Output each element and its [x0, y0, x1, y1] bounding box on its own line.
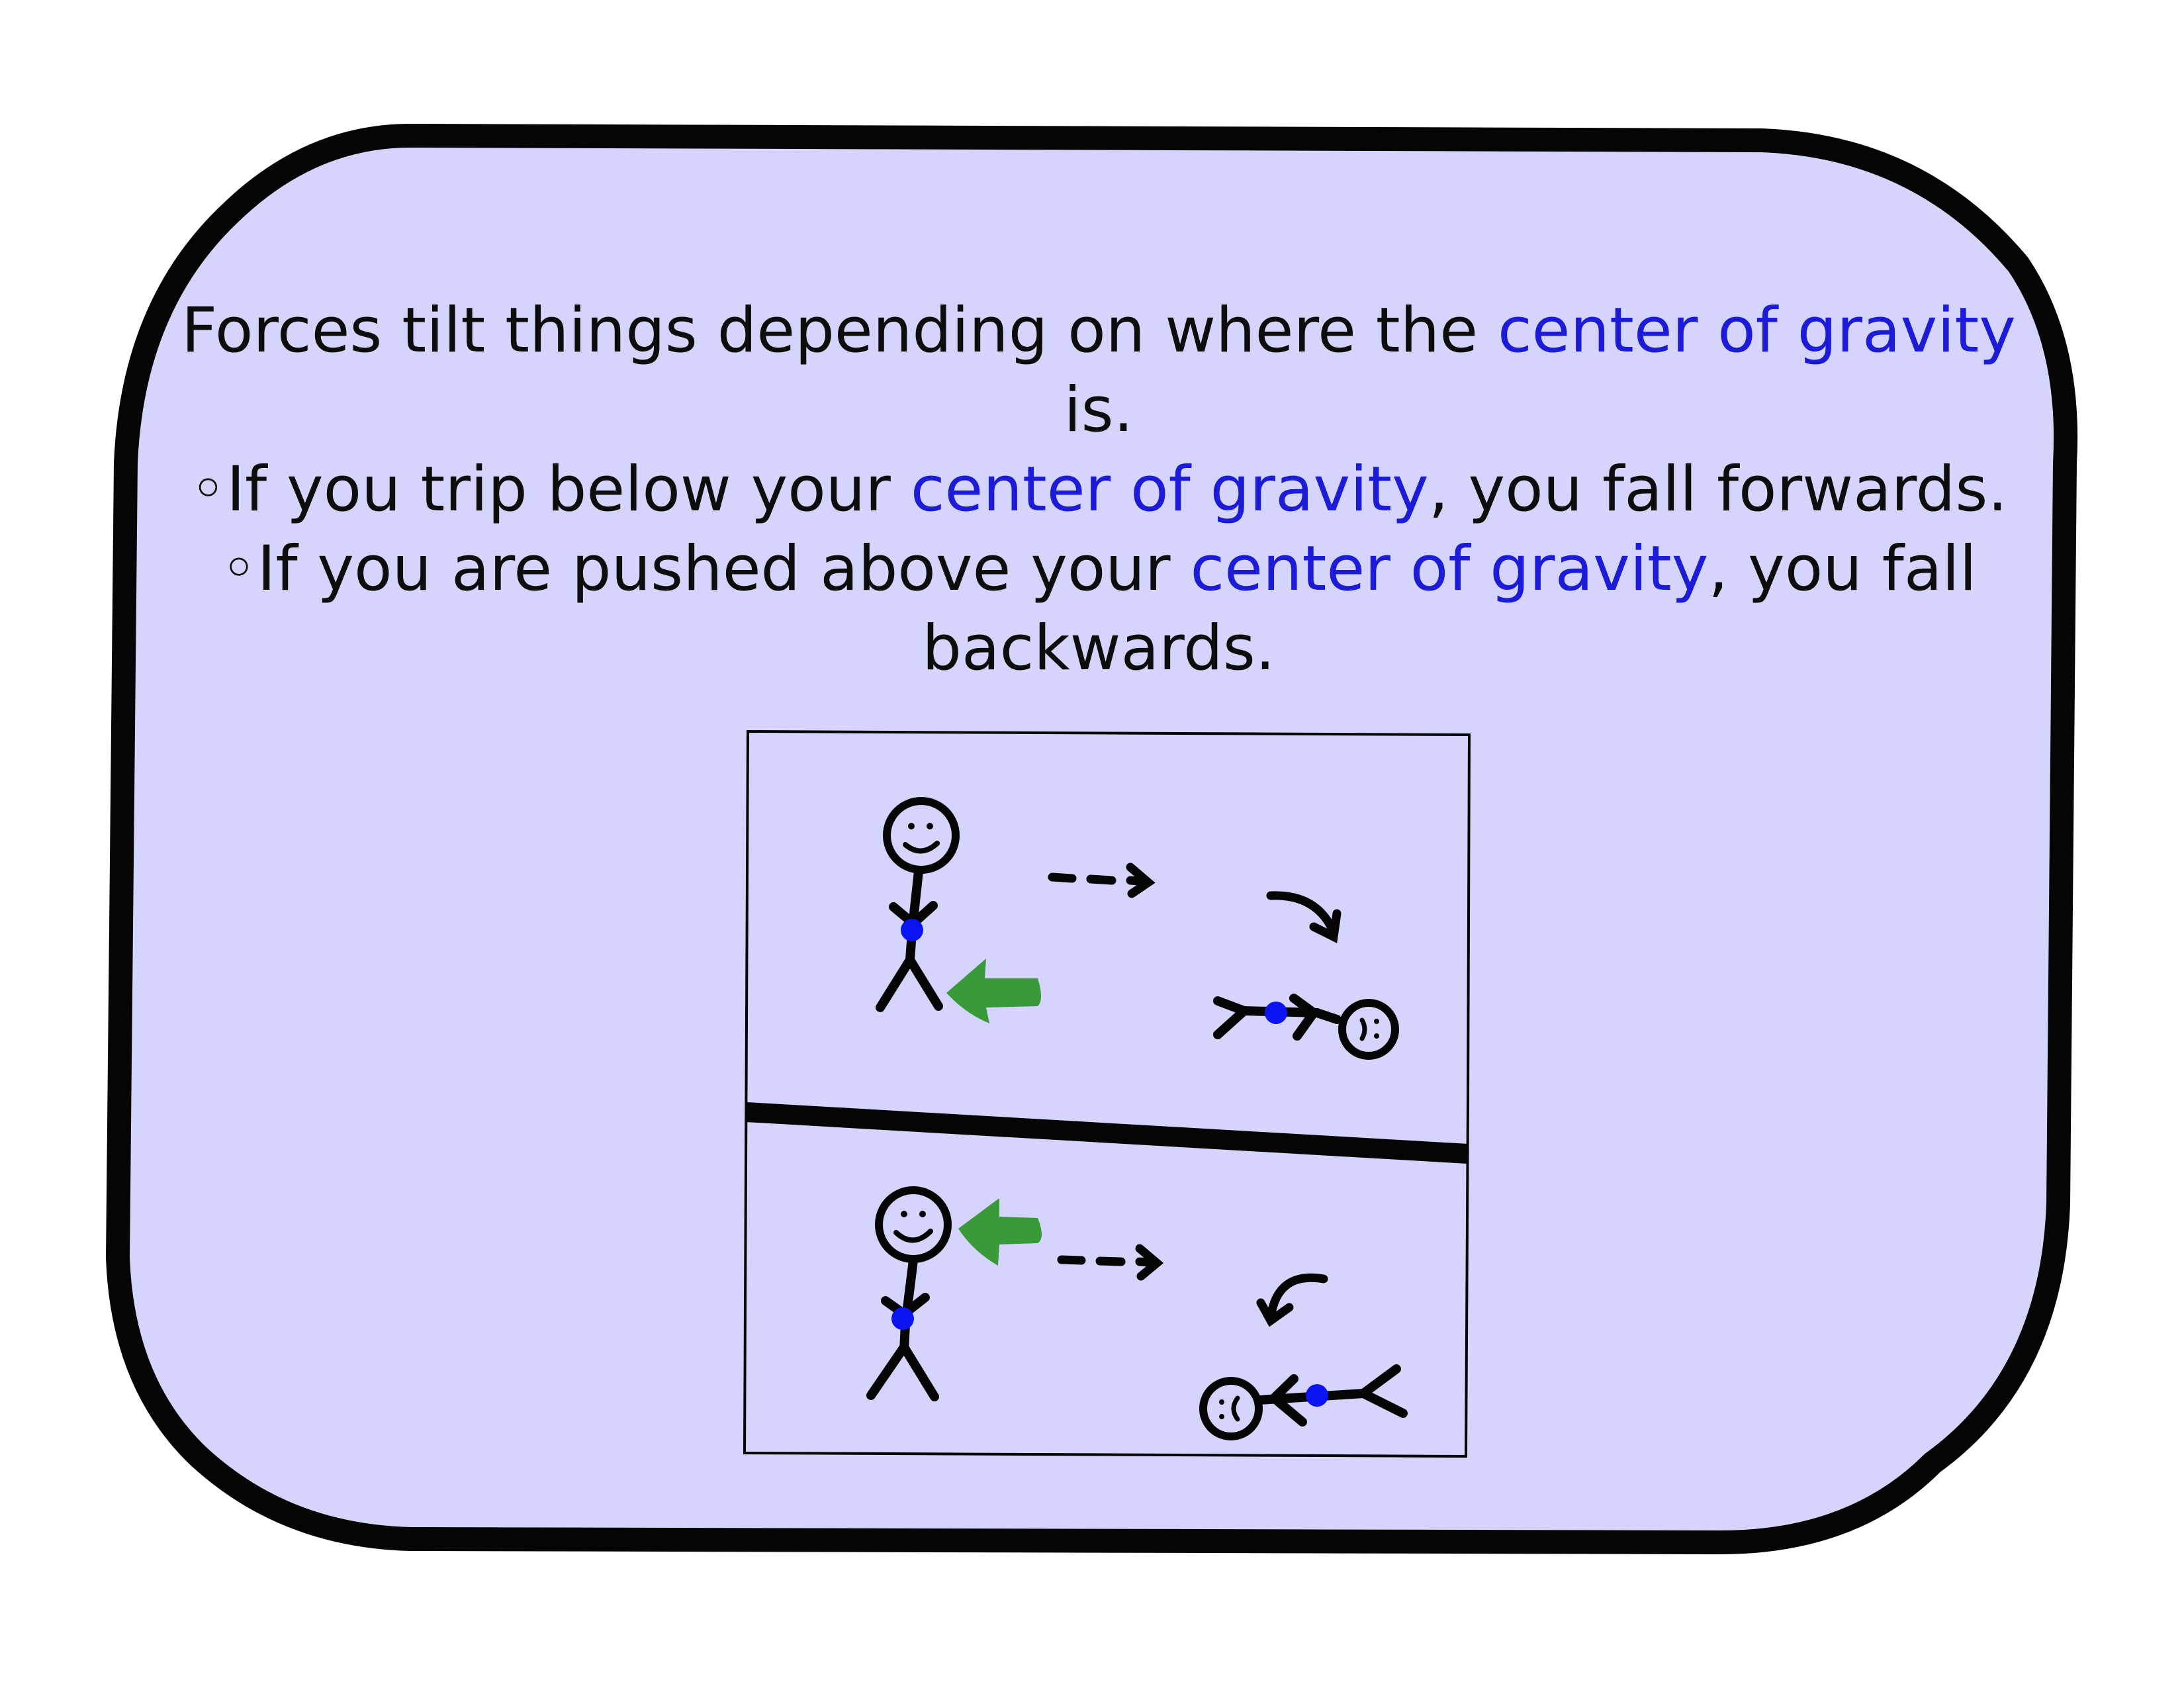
- center-of-gravity-term: center of gravity: [1190, 533, 1709, 605]
- bullet1-after: , you fall forwards.: [1428, 453, 2008, 526]
- center-of-gravity-term: center of gravity: [1497, 295, 2016, 367]
- illustration-frame: [743, 729, 1471, 1458]
- bullet2-after: , you fall backwards.: [922, 533, 1977, 684]
- bullet-pushed-above: ◦If you are pushed above your center of …: [152, 530, 2045, 688]
- center-of-gravity-dot: [1306, 1384, 1328, 1407]
- motion-arrow: [1048, 863, 1156, 898]
- line1-before: Forces tilt things depending on where th…: [181, 295, 1498, 367]
- fall-direction-arrow: [1256, 1273, 1328, 1327]
- center-of-gravity-dot: [1265, 1002, 1287, 1024]
- explanation-text: Forces tilt things depending on where th…: [152, 291, 2045, 688]
- card-background: [106, 124, 2078, 1554]
- push-arrow: [958, 1198, 1042, 1266]
- bullet-marker: ◦: [189, 453, 227, 526]
- center-of-gravity-dot: [891, 1307, 914, 1330]
- bullet1-before: If you trip below your: [226, 453, 911, 526]
- stick-figure-fallen-backwards: [1199, 1364, 1408, 1440]
- panel-tripped: [876, 797, 1399, 1060]
- line1-after: is.: [1064, 374, 1134, 446]
- bullet2-before: If you are pushed above your: [257, 533, 1191, 605]
- panel-divider: [746, 1102, 1469, 1164]
- line-forces-tilt: Forces tilt things depending on where th…: [152, 291, 2045, 450]
- motion-arrow: [1057, 1244, 1164, 1281]
- fall-direction-arrow: [1266, 891, 1342, 943]
- panel-pushed: [866, 1186, 1408, 1440]
- center-of-gravity-term: center of gravity: [910, 453, 1429, 526]
- bullet-trip-below: ◦If you trip below your center of gravit…: [152, 450, 2045, 530]
- center-of-gravity-dot: [901, 919, 923, 941]
- bullet-marker: ◦: [220, 533, 257, 605]
- push-arrow: [946, 959, 1041, 1023]
